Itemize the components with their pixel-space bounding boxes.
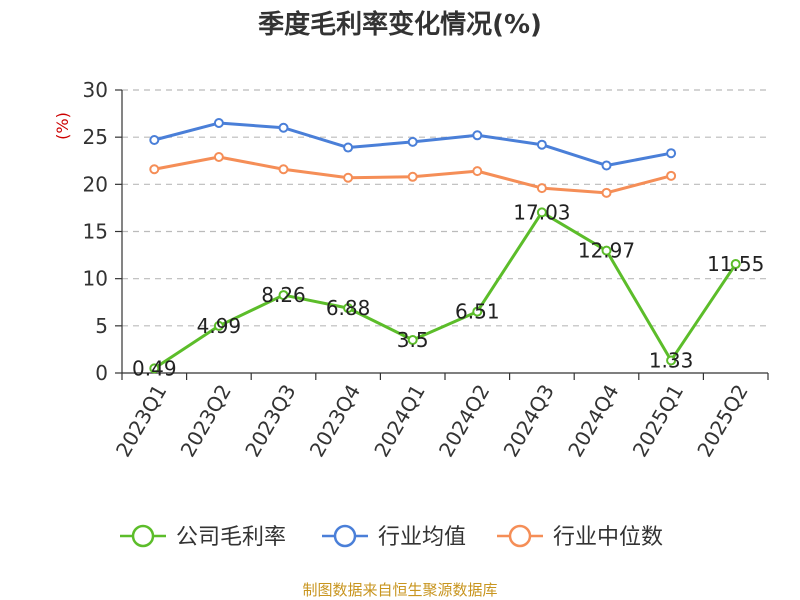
data-point <box>278 290 289 301</box>
data-point <box>343 172 354 183</box>
y-tick-label: 30 <box>83 78 108 102</box>
legend: 公司毛利率 行业均值 行业中位数 <box>120 524 663 550</box>
chart-title: 季度毛利率变化情况(%) <box>258 9 542 40</box>
data-point <box>278 122 289 133</box>
data-label: 3.5 <box>397 328 429 352</box>
x-tick-label: 2024Q3 <box>499 380 559 461</box>
x-tick-labels: 2023Q1 2023Q2 2023Q3 2023Q4 2024Q1 2024Q2 2024… <box>111 380 753 461</box>
x-tick-label: 2023Q3 <box>240 380 300 461</box>
data-label: 4.99 <box>197 314 242 338</box>
x-tick-label: 2023Q4 <box>305 380 365 461</box>
series-line <box>153 210 737 370</box>
data-labels: 0.49 4.99 8.26 6.88 3.5 6.51 17.03 12.97 1.33 11.… <box>132 200 764 380</box>
data-point <box>407 171 418 182</box>
data-label: 8.26 <box>261 283 306 307</box>
x-tick-label: 2023Q2 <box>176 380 236 461</box>
data-point <box>213 118 224 129</box>
data-point <box>472 130 483 141</box>
data-point <box>213 151 224 162</box>
data-label: 11.55 <box>707 252 764 276</box>
data-point <box>149 134 160 145</box>
data-point <box>472 166 483 177</box>
data-label: 17.03 <box>513 200 570 224</box>
y-axis-unit-label: (%) <box>53 112 72 140</box>
data-point <box>666 170 677 181</box>
data-label: 6.88 <box>326 296 371 320</box>
data-label: 0.49 <box>132 356 177 380</box>
data-point <box>343 303 354 314</box>
data-point <box>601 245 612 256</box>
legend-label: 行业均值 <box>378 525 466 550</box>
data-point <box>601 160 612 171</box>
data-point <box>666 355 677 366</box>
x-tick-label: 2024Q2 <box>434 380 494 461</box>
legend-marker <box>333 524 357 548</box>
data-label: 6.51 <box>455 300 500 324</box>
data-point <box>601 187 612 198</box>
x-tick-label: 2025Q2 <box>692 380 752 461</box>
x-tick-label: 2023Q1 <box>111 380 171 461</box>
data-point <box>343 142 354 153</box>
x-tick-label: 2024Q4 <box>563 380 623 461</box>
y-tick-label: 15 <box>83 220 108 244</box>
data-point <box>213 320 224 331</box>
data-point <box>730 259 741 270</box>
legend-label: 行业中位数 <box>553 525 663 550</box>
data-point <box>536 139 547 150</box>
data-point <box>149 363 160 374</box>
data-point <box>666 148 677 159</box>
legend-label: 公司毛利率 <box>176 525 286 550</box>
y-tick-labels: 0 5 10 15 20 25 30 <box>83 78 108 385</box>
y-tick-label: 20 <box>83 172 108 196</box>
data-point <box>278 164 289 175</box>
y-tick-label: 5 <box>95 314 108 338</box>
axes <box>115 89 769 380</box>
data-point <box>407 334 418 345</box>
data-point <box>149 164 160 175</box>
data-point <box>472 306 483 317</box>
y-tick-label: 10 <box>83 267 108 291</box>
data-point <box>536 207 547 218</box>
data-label: 12.97 <box>578 239 635 263</box>
legend-marker <box>131 524 155 548</box>
data-point <box>407 136 418 147</box>
data-point <box>536 183 547 194</box>
data-label: 1.33 <box>649 348 694 372</box>
x-tick-label: 2024Q1 <box>369 380 429 461</box>
x-tick-label: 2025Q1 <box>628 380 688 461</box>
y-tick-label: 25 <box>83 125 108 149</box>
plot-area <box>149 118 741 374</box>
y-tick-label: 0 <box>95 361 108 385</box>
legend-marker <box>508 524 532 548</box>
source-note: 制图数据来自恒生聚源数据库 <box>302 581 497 599</box>
